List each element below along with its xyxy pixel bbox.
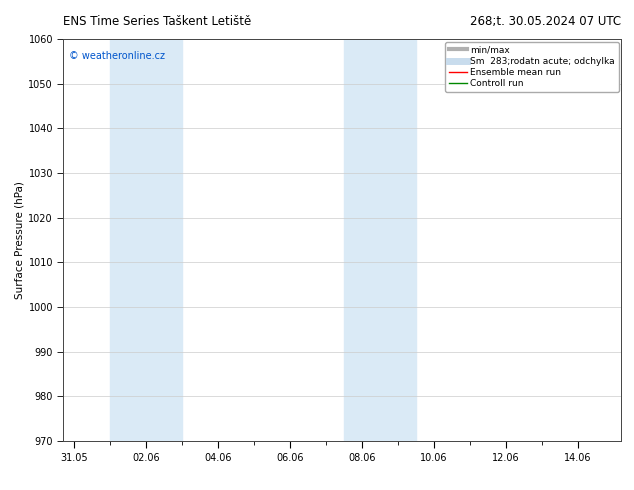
Text: © weatheronline.cz: © weatheronline.cz [69, 51, 165, 61]
Bar [110, 39, 182, 441]
Legend: min/max, Sm  283;rodatn acute; odchylka, Ensemble mean run, Controll run: min/max, Sm 283;rodatn acute; odchylka, … [445, 42, 619, 92]
Y-axis label: Surface Pressure (hPa): Surface Pressure (hPa) [14, 181, 24, 299]
Text: 268;t. 30.05.2024 07 UTC: 268;t. 30.05.2024 07 UTC [470, 15, 621, 28]
Text: ENS Time Series Taškent Letiště: ENS Time Series Taškent Letiště [63, 15, 252, 28]
Bar [344, 39, 416, 441]
